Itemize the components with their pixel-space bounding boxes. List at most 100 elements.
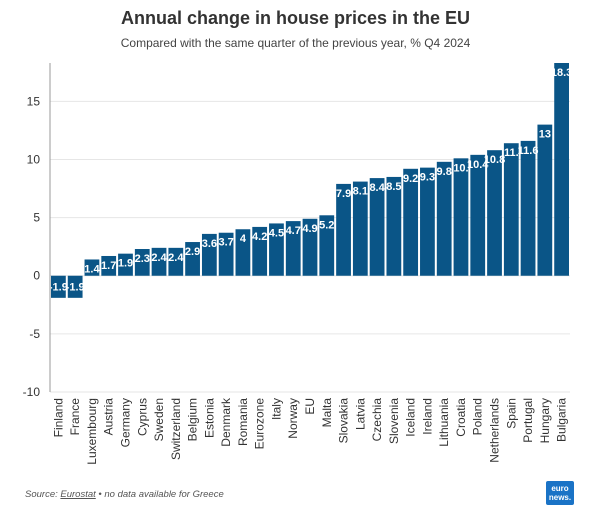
bar [403, 168, 419, 276]
bar-value-label: 10.4 [467, 159, 489, 171]
bar-value-label: 11. [504, 147, 519, 159]
x-tick-label: Romania [236, 398, 250, 446]
logo-line-1: euro [551, 484, 569, 493]
x-tick-label: Estonia [202, 398, 216, 438]
bar [420, 167, 435, 276]
y-tick-label: 0 [33, 269, 40, 283]
x-tick-label: Portugal [521, 398, 535, 443]
x-tick-label: Croatia [454, 398, 468, 437]
logo-line-2: news. [548, 493, 572, 502]
bar [386, 176, 402, 276]
bar-value-label: 4 [240, 233, 247, 245]
x-tick-label: Denmark [219, 397, 233, 447]
bar [336, 183, 351, 276]
bar-value-label: 4.9 [302, 223, 317, 235]
bar [118, 253, 133, 276]
bar-value-label: 4.5 [269, 227, 284, 239]
bar [252, 226, 268, 276]
bar-value-label: 1.4 [84, 263, 100, 275]
bar [453, 158, 469, 276]
bar-value-label: 4.2 [252, 231, 267, 243]
bar [520, 140, 536, 276]
x-tick-label: EU [303, 398, 317, 415]
x-tick-label: Sweden [152, 398, 166, 441]
bar [319, 215, 335, 276]
bar [67, 275, 83, 298]
x-tick-label: Czechia [370, 398, 384, 442]
bar-layer [51, 63, 569, 298]
x-tick-label: Bulgaria [555, 398, 569, 442]
y-tick-label: 5 [33, 211, 40, 225]
x-tick-label: Norway [286, 398, 300, 439]
bar-value-label: 2.4 [151, 252, 167, 264]
bar [51, 275, 66, 298]
x-tick-label: Cyprus [135, 398, 149, 436]
chart-subtitle: Compared with the same quarter of the pr… [120, 36, 471, 50]
bar [151, 247, 167, 276]
bar [470, 154, 486, 276]
bar [218, 232, 234, 276]
x-tick-label: Netherlands [488, 398, 502, 463]
bar-value-label: 8.4 [369, 182, 385, 194]
x-tick-label: Italy [269, 398, 283, 420]
bar-value-label: 7.9 [336, 188, 351, 200]
bar [185, 242, 200, 276]
bar [235, 229, 251, 276]
bar-value-label: 13 [539, 129, 551, 141]
bar-value-label: 3.6 [202, 238, 217, 250]
x-tick-label: Spain [504, 398, 518, 429]
bar [487, 150, 502, 276]
bar-value-label: -1.9 [49, 282, 68, 294]
x-tick-label: Latvia [353, 398, 367, 430]
bar [436, 161, 452, 276]
x-tick-label: Slovenia [387, 398, 401, 444]
bar [168, 247, 184, 276]
y-tick-label: 10 [27, 152, 41, 166]
bar-value-label: 4.7 [286, 225, 301, 237]
bar-value-label: 18.3 [551, 67, 572, 79]
bar [201, 233, 217, 276]
y-tick-label: -5 [29, 327, 40, 341]
x-tick-label: Germany [118, 398, 132, 447]
bar-value-label: 9.3 [420, 172, 435, 184]
x-tick-label: Eurozone [253, 398, 267, 450]
x-tick-label: Belgium [186, 398, 200, 441]
bar-value-label: 9.2 [403, 173, 418, 185]
x-tick-label: France [68, 398, 82, 436]
x-tick-label: Finland [51, 398, 65, 437]
x-tick-label: Iceland [404, 398, 418, 437]
bar-value-label: 9.8 [437, 166, 452, 178]
bar [352, 181, 368, 276]
bar [503, 143, 519, 276]
bar [369, 178, 385, 276]
x-tick-label: Switzerland [169, 398, 183, 460]
x-tick-label: Malta [320, 398, 334, 428]
bar [537, 124, 553, 276]
y-tick-label: -10 [23, 385, 41, 399]
bar-value-label: 1.7 [101, 260, 116, 272]
axis-layer: -10 -5 0 5 10 15 Finland France Luxembourg Austri… [23, 63, 569, 465]
bar [269, 223, 284, 276]
bar-value-label: 2.3 [135, 253, 150, 265]
bar-value-label: 2.4 [168, 252, 184, 264]
label-layer: -1.9-1.91.4 1.7 1.9 2.3 2.4 2.4 2.93.6 3.7 4 4.2 4… [49, 67, 572, 294]
bar-value-label: 10.8 [484, 154, 505, 166]
bar [134, 249, 150, 276]
bar [285, 221, 301, 276]
bar-value-label: 1.9 [118, 258, 133, 270]
bar-value-label: -1.9 [66, 282, 85, 294]
x-tick-label: Austria [102, 398, 116, 436]
source-link[interactable]: Eurostat [60, 489, 96, 500]
bar-value-label: 8.1 [353, 186, 368, 198]
bar-value-label: 5.2 [319, 219, 334, 231]
bar [84, 259, 100, 276]
bar [554, 63, 569, 276]
bar [302, 218, 318, 276]
x-tick-label: Luxembourg [85, 398, 99, 465]
x-tick-label: Hungary [538, 398, 552, 443]
bar-value-label: 11.6 [518, 145, 539, 157]
x-tick-label: Poland [471, 398, 485, 435]
y-tick-label: 15 [27, 94, 41, 108]
bar-value-label: 3.7 [218, 237, 233, 249]
euronews-logo: euro news. [546, 481, 574, 505]
